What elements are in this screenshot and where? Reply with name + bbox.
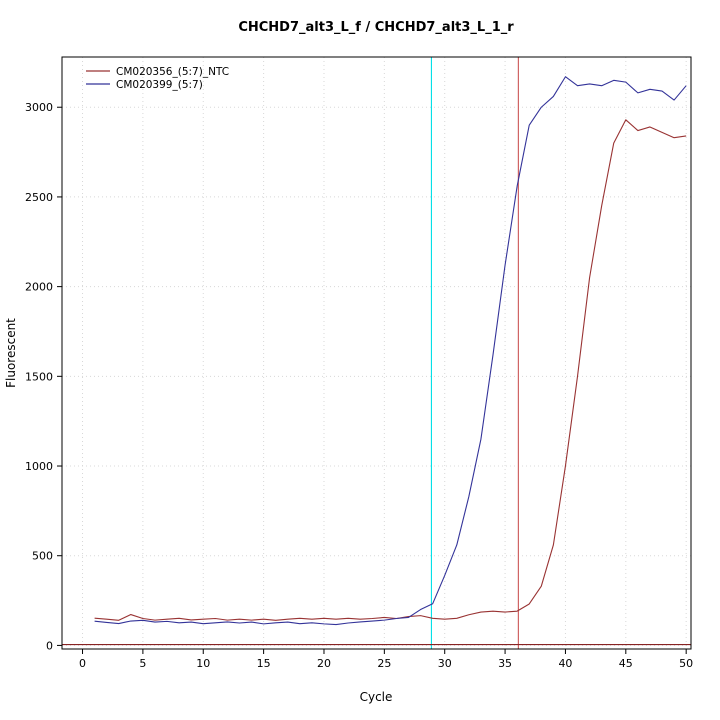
y-tick-label: 2500 xyxy=(25,191,53,204)
x-tick-label: 0 xyxy=(79,657,86,670)
plot-area: 0 5 10 15 20 25 30 35 40 45 5005001000150020002500… xyxy=(25,56,693,670)
legend-label-ntc: CM020356_(5:7)_NTC xyxy=(116,66,229,78)
y-tick-label: 2000 xyxy=(25,281,53,294)
y-tick-label: 0 xyxy=(46,639,53,652)
x-tick-label: 25 xyxy=(377,657,391,670)
x-tick-label: 35 xyxy=(498,657,512,670)
x-tick-label: 40 xyxy=(558,657,572,670)
y-tick-label: 1000 xyxy=(25,460,53,473)
x-tick-label: 20 xyxy=(317,657,331,670)
x-tick-label: 5 xyxy=(139,657,146,670)
legend-label-sample: CM020399_(5:7) xyxy=(116,79,203,91)
y-tick-label: 1500 xyxy=(25,370,53,383)
series-line-0 xyxy=(94,119,687,621)
x-tick-label: 45 xyxy=(619,657,633,670)
x-tick-label: 50 xyxy=(679,657,693,670)
plot-frame xyxy=(61,56,692,650)
y-axis-label: Fluorescent xyxy=(4,318,18,388)
y-tick-label: 3000 xyxy=(25,101,53,114)
x-tick-label: 10 xyxy=(196,657,210,670)
x-tick-label: 30 xyxy=(438,657,452,670)
x-axis-label: Cycle xyxy=(360,690,393,704)
series-line-1 xyxy=(94,76,687,626)
chart-title: CHCHD7_alt3_L_f / CHCHD7_alt3_L_1_r xyxy=(238,20,514,35)
x-tick-label: 15 xyxy=(257,657,271,670)
legend: CM020356_(5:7)_NTC CM020399_(5:7) xyxy=(86,66,229,91)
y-tick-label: 500 xyxy=(32,550,53,563)
